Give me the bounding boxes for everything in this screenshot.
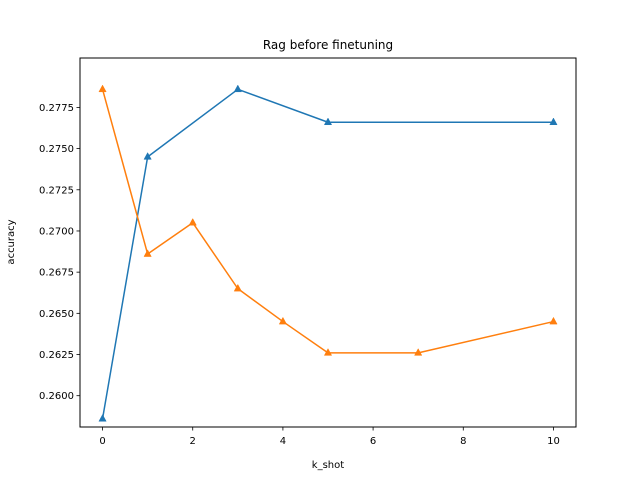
series-2-line	[101, 89, 554, 354]
series-2-point	[278, 316, 287, 325]
series-2-point	[143, 249, 152, 257]
y-tick-label: 0.2775	[39, 103, 74, 114]
series-2-point	[98, 84, 107, 93]
series-1-point	[98, 414, 107, 422]
x-tick-label: 0	[99, 436, 105, 447]
plot-frame	[79, 57, 577, 428]
x-axis-ticks: 0 2 4 6 8 10	[99, 427, 560, 447]
series-2-point	[414, 348, 423, 356]
y-tick-label: 0.2700	[39, 226, 74, 237]
series-2-point	[549, 316, 558, 325]
chart-title: Rag before finetuning	[263, 38, 393, 52]
x-tick-label: 4	[280, 436, 286, 447]
y-tick-label: 0.2675	[39, 268, 74, 279]
y-axis-ticks: 0.2600 0.2625 0.2650 0.2675 0.2700 0.2725 0.27…	[39, 103, 80, 402]
y-axis-label: accuracy	[6, 219, 17, 264]
x-tick-label: 2	[190, 436, 196, 447]
x-axis-label: k_shot	[312, 460, 344, 471]
series-2-point	[323, 348, 333, 356]
x-tick-label: 8	[460, 436, 466, 447]
y-tick-label: 0.2625	[39, 350, 74, 361]
y-tick-label: 0.2650	[39, 309, 74, 320]
y-tick-label: 0.2725	[39, 185, 74, 196]
series-1-point	[323, 117, 333, 126]
series-1-point	[143, 152, 152, 160]
series-2-point	[233, 283, 242, 292]
y-tick-label: 0.2600	[39, 391, 74, 402]
series-1-point	[233, 84, 242, 93]
x-tick-label: 10	[547, 436, 560, 447]
y-tick-label: 0.2750	[39, 144, 74, 155]
series-1-point	[549, 117, 558, 126]
series-layer	[98, 84, 558, 422]
series-2-point	[188, 218, 197, 226]
x-tick-label: 6	[370, 436, 376, 447]
